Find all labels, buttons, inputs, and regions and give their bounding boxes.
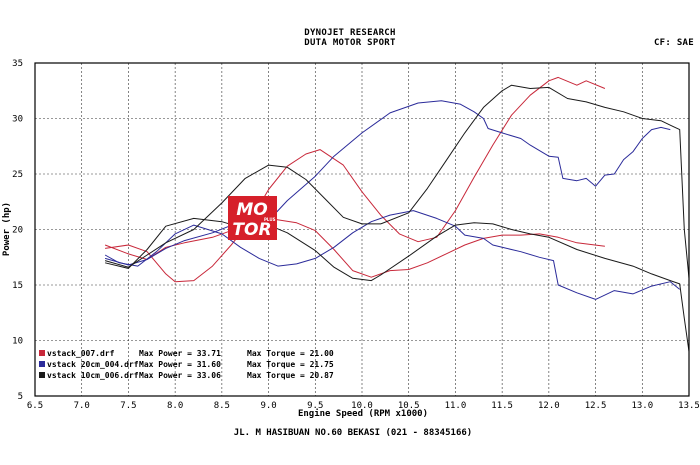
- legend-entry-2-max-power: Max Power = 31.60: [139, 360, 221, 369]
- y-tick-label: 20: [12, 226, 23, 236]
- logo-text-line1: MO: [236, 200, 267, 220]
- plot-frame: [34, 62, 690, 397]
- legend-entry-2-file: vstack 20cm_004.drf: [47, 360, 139, 369]
- x-tick-label: 9.5: [307, 401, 323, 411]
- chart-subtitle: DUTA MOTOR SPORT: [304, 38, 396, 48]
- x-tick-label: 10.0: [351, 401, 373, 411]
- x-tick-label: 13.5: [678, 401, 700, 411]
- legend-entry-1-file: vstack_007.drf: [47, 349, 115, 358]
- series-2-torque-line: [104, 210, 681, 300]
- x-tick-label: 6.5: [27, 401, 43, 411]
- x-tick-label: 8.0: [167, 401, 183, 411]
- motor-plus-logo: MO TOR PLUS: [228, 196, 277, 240]
- x-tick-label: 10.5: [398, 401, 420, 411]
- y-axis-label: Power (hp): [2, 202, 12, 256]
- logo-badge: [228, 196, 277, 240]
- y-tick-label: 25: [12, 170, 23, 180]
- y-tick-label: 10: [12, 337, 23, 347]
- x-tick-label: 9.0: [260, 401, 276, 411]
- legend-entry-3-file: vstack 10cm_006.drf: [47, 371, 139, 380]
- series-1-power-line: [105, 76, 606, 283]
- tick-labels: 6.5 7.0 7.5 8.0 8.5 9.0 9.5 10.0 10.5 11.0 11.5 12.…: [12, 59, 700, 411]
- grid: [35, 63, 689, 396]
- x-tick-label: 11.5: [491, 401, 513, 411]
- y-tick-label: 35: [12, 59, 23, 69]
- footer-address: JL. M HASIBUAN NO.60 BEKASI (021 - 88345…: [234, 428, 472, 438]
- y-tick-label: 30: [12, 115, 23, 125]
- legend: vstack_007.drf Max Power = 33.71 Max Torqu…: [39, 349, 334, 380]
- y-tick-label: 15: [12, 281, 23, 291]
- series-layer: [104, 76, 690, 352]
- x-tick-label: 7.5: [120, 401, 136, 411]
- x-tick-label: 8.5: [214, 401, 230, 411]
- series-1-torque-line: [104, 217, 605, 278]
- legend-entry-2-max-torque: Max Torque = 21.75: [247, 360, 334, 369]
- legend-entry-3-max-torque: Max Torque = 20.87: [247, 371, 334, 380]
- x-tick-label: 7.0: [74, 401, 90, 411]
- x-tick-label: 11.0: [445, 401, 467, 411]
- correction-factor: CF: SAE: [653, 38, 694, 48]
- x-tick-label: 13.0: [631, 401, 653, 411]
- legend-swatch-2: [39, 361, 45, 367]
- logo-text-line2: TOR: [232, 220, 271, 240]
- y-tick-label: 5: [18, 392, 23, 402]
- x-tick-label: 12.5: [585, 401, 607, 411]
- series-3-power-line: [104, 84, 690, 279]
- chart-title: DYNOJET RESEARCH: [304, 28, 396, 38]
- logo-tagline: PLUS: [264, 217, 276, 222]
- legend-entry-1-max-torque: Max Torque = 21.00: [247, 349, 334, 358]
- x-axis-label: Engine Speed (RPM x1000): [298, 408, 428, 419]
- series-3-torque-line: [104, 217, 690, 352]
- x-tick-label: 12.0: [538, 401, 560, 411]
- legend-swatch-3: [39, 372, 45, 378]
- legend-entry-1-max-power: Max Power = 33.71: [139, 349, 221, 358]
- series-2-power-line: [104, 100, 671, 266]
- legend-entry-3-max-power: Max Power = 33.06: [139, 371, 221, 380]
- legend-swatch-1: [39, 350, 45, 356]
